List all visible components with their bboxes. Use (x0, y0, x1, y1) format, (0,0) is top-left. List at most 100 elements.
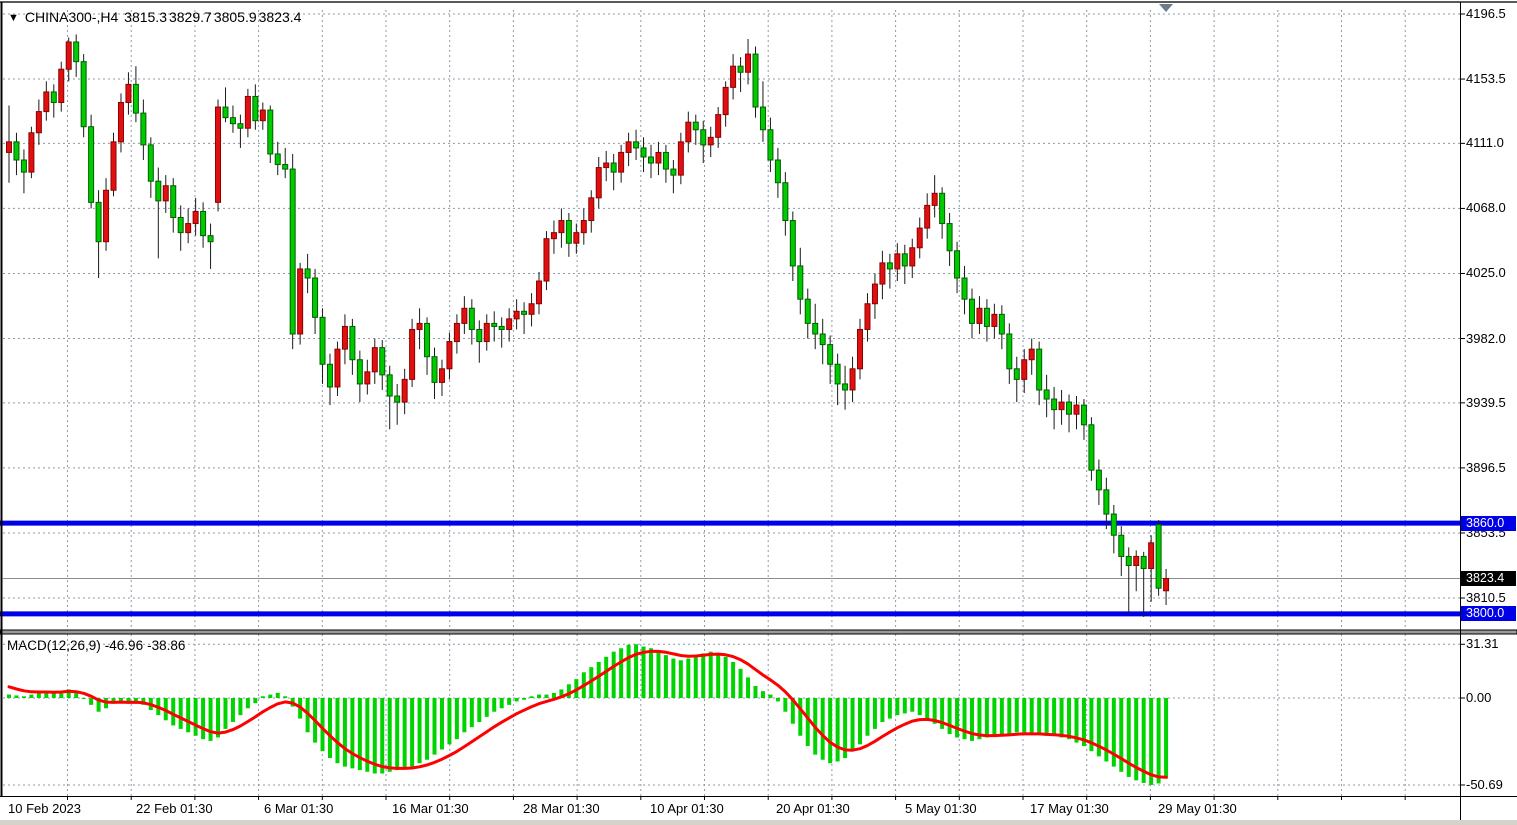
candle-body-bear (1036, 348, 1043, 391)
pane-divider[interactable] (0, 629, 1517, 635)
macd-bar (59, 691, 64, 698)
candle-body-bull (35, 111, 42, 134)
candle-body-bull (341, 325, 348, 350)
candle-body-bear (267, 109, 274, 155)
macd-bar (947, 698, 952, 735)
candle-body-bear (633, 141, 640, 149)
candle-body-bear (737, 65, 744, 73)
candle-body-bear (155, 180, 162, 202)
macd-bar (910, 698, 915, 712)
macd-bar (1022, 698, 1027, 733)
candle-body-bull (110, 141, 117, 191)
macd-bar (462, 698, 467, 733)
candle-body-bear (954, 250, 961, 279)
candle-body-bull (334, 348, 341, 388)
macd-bar (178, 698, 183, 729)
macd-bar (559, 689, 564, 698)
time-scale-axis[interactable] (0, 797, 1460, 820)
macd-bar (865, 698, 870, 736)
candle-body-bear (662, 151, 669, 170)
candle-body-bull (483, 322, 490, 343)
macd-bar (395, 698, 400, 771)
macd-bar (820, 698, 825, 760)
macd-bar (171, 698, 176, 726)
chart-header: ▼ CHINA300-,H4 3815.3 3829.7 3805.9 3823.4 (8, 9, 303, 25)
macd-bar (999, 698, 1004, 735)
price-tick-label: 4196.5 (1466, 6, 1506, 21)
macd-bar (74, 692, 79, 698)
macd-bar (1096, 698, 1101, 757)
time-tick-label: 6 Mar 01:30 (264, 801, 334, 816)
macd-bar (1104, 698, 1109, 762)
candle-body-bull (849, 368, 856, 391)
macd-bar (872, 698, 877, 729)
candle-body-bear (640, 147, 647, 158)
macd-bar (641, 646, 646, 698)
candle-body-bull (409, 328, 416, 380)
macd-bar (955, 698, 960, 738)
chart-shift-marker-icon[interactable] (1159, 4, 1174, 12)
candle-body-bear (1013, 368, 1020, 380)
candle-body-bull (655, 151, 662, 164)
candle-body-bull (1073, 404, 1080, 415)
candle-body-bear (797, 265, 804, 300)
macd-bar (342, 698, 347, 767)
candle-body-bull (1133, 555, 1140, 566)
candle-body-bear (491, 322, 498, 327)
macd-tick-label: 0.00 (1466, 690, 1492, 705)
macd-bar (81, 698, 86, 699)
macd-bar (828, 698, 833, 764)
level-price-badge-3800: 3800.0 (1461, 606, 1516, 622)
macd-bar (760, 691, 765, 698)
macd-bar (51, 692, 56, 698)
candle-body-bull (931, 192, 938, 206)
candle-body-bear (88, 126, 95, 203)
price-tick-label: 4068.0 (1466, 200, 1506, 216)
price-tick-label: 3982.0 (1466, 330, 1506, 346)
candle-body-bear (804, 298, 811, 324)
macd-bar (245, 698, 250, 709)
candle-body-bear (222, 106, 229, 119)
macd-bar (283, 696, 288, 698)
macd-bar (925, 698, 930, 719)
macd-bar (992, 698, 997, 736)
macd-bar (96, 698, 101, 712)
candle-body-bear (386, 374, 393, 397)
macd-bar (940, 698, 945, 729)
candle-body-bear (842, 383, 849, 391)
time-tick-label: 22 Feb 01:30 (136, 801, 213, 816)
macd-bar (275, 692, 280, 698)
candle-body-bear (229, 117, 236, 125)
macd-bar (984, 698, 989, 738)
open-value: 3815.3 (124, 9, 167, 25)
macd-bar (917, 698, 922, 716)
macd-bar (529, 696, 534, 698)
candle-body-bull (438, 368, 445, 383)
macd-bar (14, 695, 19, 698)
symbol-dropdown-icon: ▼ (8, 12, 19, 24)
macd-bar (1029, 698, 1034, 735)
candle-body-bear (647, 156, 654, 164)
candle-body-bear (237, 123, 244, 129)
macd-bar (790, 698, 795, 724)
macd-bar (805, 698, 810, 747)
candle-body-bear (752, 53, 759, 108)
candle-body-bear (1066, 401, 1073, 415)
macd-bar (783, 698, 788, 712)
macd-bar (768, 694, 773, 698)
macd-bar (1037, 698, 1042, 735)
candle-body-bear (998, 313, 1005, 335)
macd-bar (380, 698, 385, 774)
candle-body-bull (364, 371, 371, 385)
price-tick-label: 3896.5 (1466, 459, 1506, 475)
macd-bar (1126, 698, 1131, 777)
candle-body-bear (349, 325, 356, 361)
candle-body-bull (588, 197, 595, 222)
candle-body-bear (13, 141, 20, 161)
candle-body-bull (103, 189, 110, 243)
candle-body-bull (558, 220, 565, 234)
macd-bar (723, 656, 728, 698)
candle-body-bull (730, 65, 737, 88)
candle-body-bull (573, 232, 580, 244)
